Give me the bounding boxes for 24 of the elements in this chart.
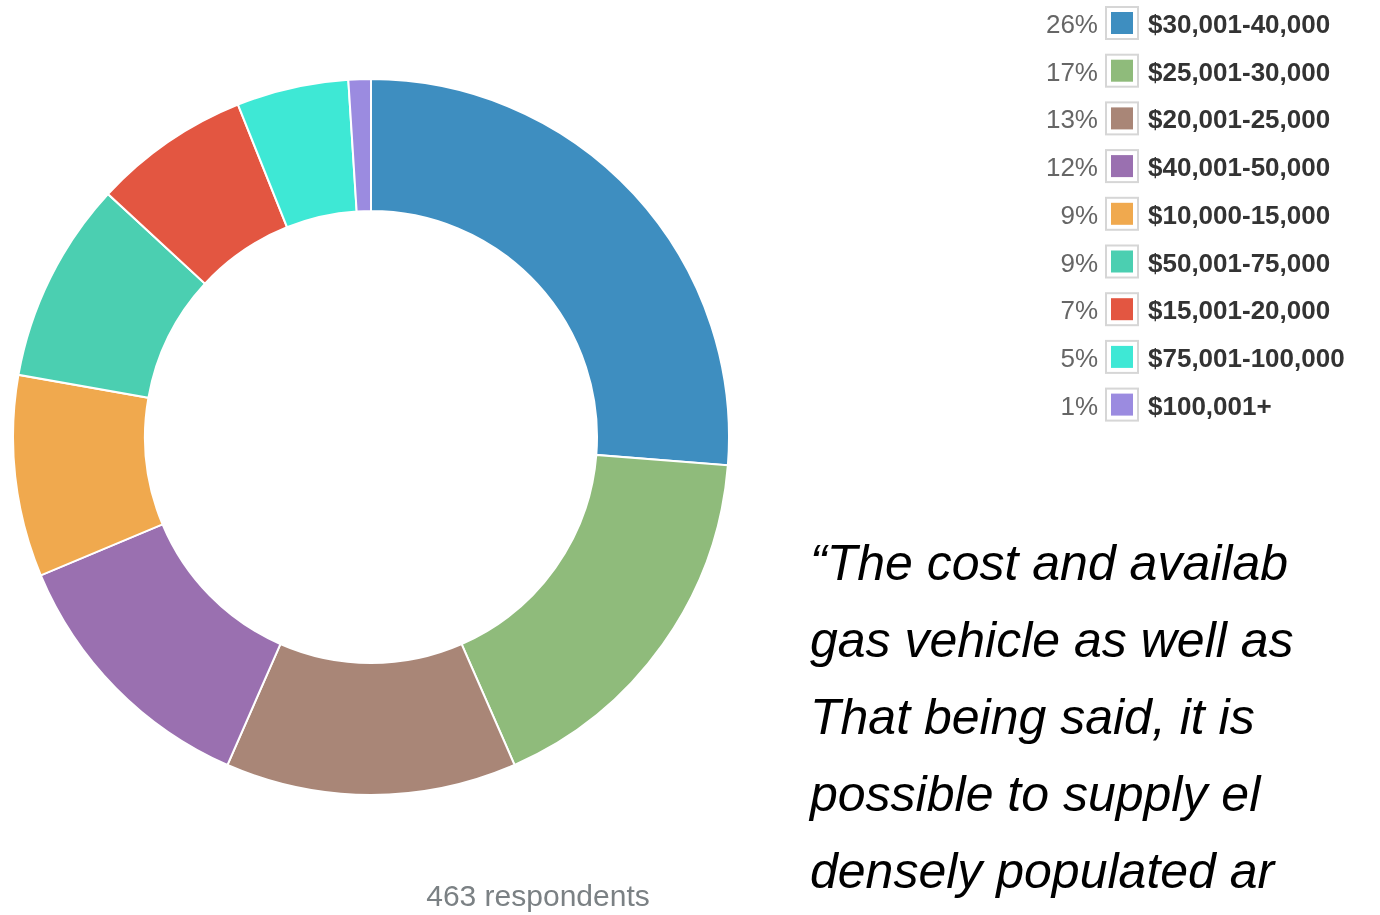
legend-label: $100,001+: [1148, 390, 1272, 421]
legend-label: $20,001-25,000: [1148, 104, 1331, 135]
legend-label: $15,001-20,000: [1148, 295, 1331, 326]
legend-label: $50,001-75,000: [1148, 247, 1331, 278]
text: 463 respondents: [426, 879, 650, 912]
text: “The cost and availab: [810, 535, 1289, 591]
legend-label: $40,001-50,000: [1148, 152, 1331, 183]
data-label: 13%: [1045, 104, 1098, 135]
data-label: 7%: [1060, 295, 1098, 326]
text: That being said, it is: [810, 689, 1255, 745]
legend-label: $10,000-15,000: [1148, 199, 1331, 230]
data-label: 5%: [1060, 342, 1098, 373]
legend-label: $25,001-30,000: [1148, 56, 1331, 87]
legend-label: $30,001-40,000: [1148, 9, 1331, 39]
data-label: 9%: [1060, 247, 1098, 278]
text: densely populated ar: [810, 843, 1277, 899]
data-label: 12%: [1045, 152, 1098, 183]
data-label: 1%: [1060, 390, 1098, 421]
text: gas vehicle as well as: [810, 612, 1294, 668]
data-label: 17%: [1045, 56, 1098, 87]
text: possible to supply el: [808, 766, 1263, 822]
data-label: 9%: [1060, 199, 1098, 230]
data-label: 26%: [1045, 9, 1098, 39]
legend-label: $75,001-100,000: [1148, 342, 1345, 373]
